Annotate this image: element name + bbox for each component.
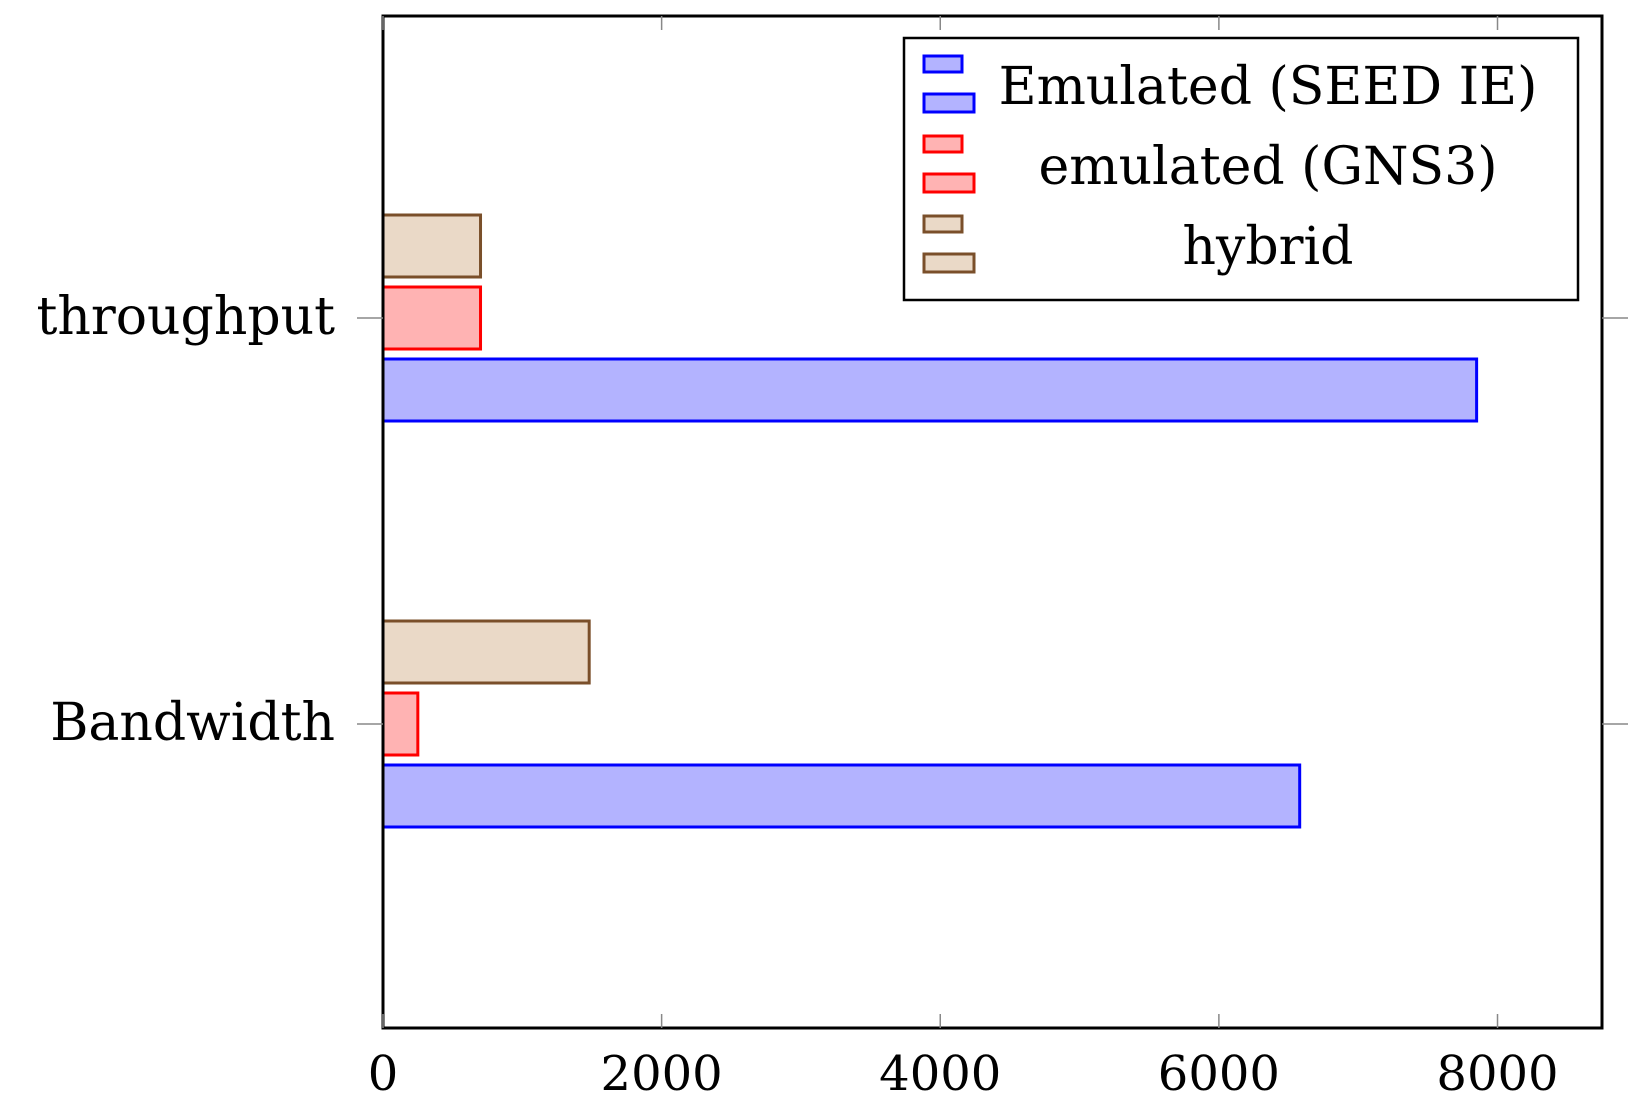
bar-throughput-series-1 — [381, 285, 483, 351]
legend-swatch-large — [922, 252, 976, 274]
bar-throughput-series-0 — [381, 357, 1479, 423]
x-tick-label: 6000 — [1158, 1046, 1280, 1102]
bar-throughput-series-2 — [381, 213, 483, 279]
bar-bandwidth-series-1 — [381, 691, 420, 757]
x-tick-label: 0 — [368, 1046, 399, 1102]
x-tick-label: 4000 — [879, 1046, 1001, 1102]
legend-label: hybrid — [1183, 217, 1354, 277]
plot-frame — [381, 14, 1604, 1030]
axes-group: 0 2000 4000 6000 8000 throughput Bandwidth — [37, 14, 1628, 1102]
legend-box — [902, 36, 1580, 302]
legend-label: emulated (GNS3) — [1038, 137, 1497, 197]
legend-swatch-large — [922, 92, 976, 114]
legend: Emulated (SEED IE) emulated (GNS3) hybrid — [902, 36, 1580, 302]
x-tick-label: 2000 — [601, 1046, 723, 1102]
legend-swatch-large — [922, 172, 976, 194]
legend-swatch-small — [922, 134, 964, 154]
category-label: throughput — [37, 287, 336, 347]
category-label: Bandwidth — [50, 693, 335, 753]
legend-label: Emulated (SEED IE) — [999, 57, 1538, 117]
legend-swatch-small — [922, 214, 964, 234]
bar-bandwidth-series-0 — [381, 763, 1302, 829]
bar-bandwidth-series-2 — [381, 619, 591, 685]
legend-swatch-small — [922, 54, 964, 74]
bars-group — [381, 213, 1479, 829]
x-tick-label: 8000 — [1436, 1046, 1558, 1102]
